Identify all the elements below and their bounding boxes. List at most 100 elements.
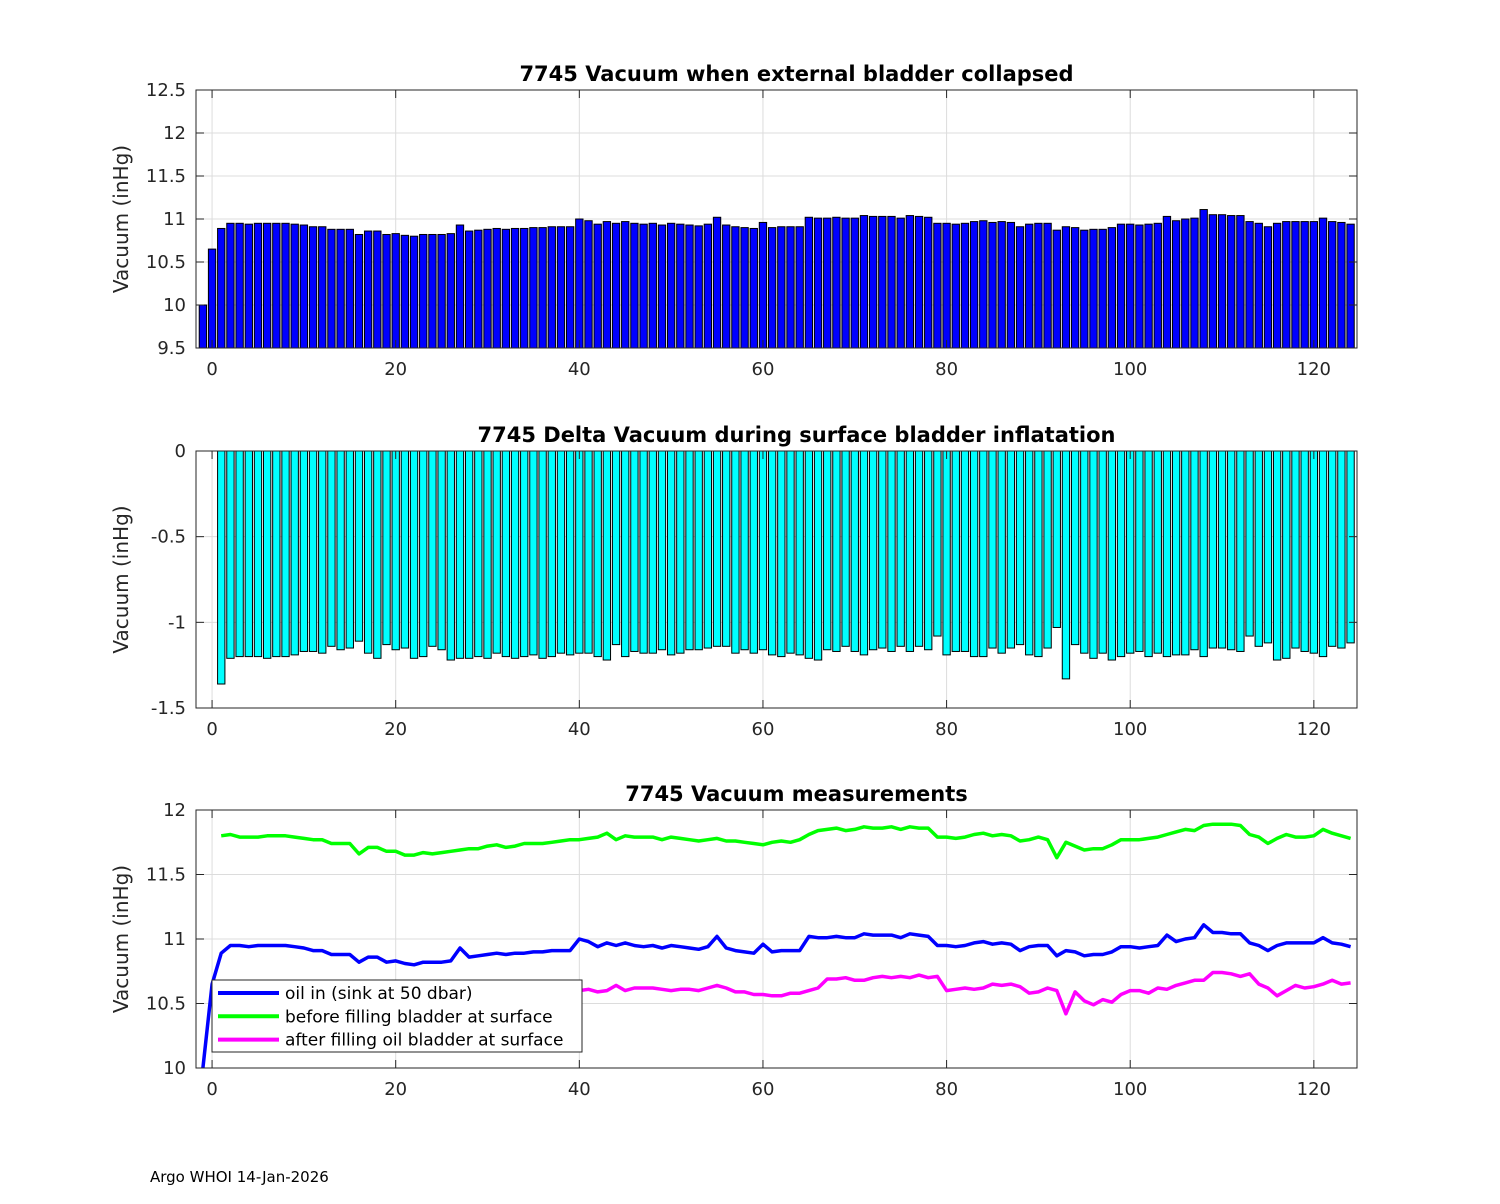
bar — [1245, 451, 1254, 637]
bar — [905, 215, 915, 348]
bar — [253, 222, 263, 348]
bar — [1107, 451, 1117, 661]
bar — [547, 451, 556, 658]
bar — [483, 451, 492, 659]
bar — [1199, 209, 1208, 348]
bar — [712, 451, 722, 647]
bar — [391, 233, 400, 348]
y-tick-label: 11 — [163, 929, 186, 950]
bar — [850, 217, 859, 348]
bar — [529, 451, 538, 656]
bar — [1144, 223, 1153, 348]
bar — [1190, 451, 1199, 651]
bar — [1263, 451, 1273, 644]
bar — [933, 222, 942, 348]
bar — [492, 227, 501, 348]
bar — [694, 451, 703, 651]
bar — [1061, 226, 1071, 348]
x-tick-label: 20 — [384, 1079, 407, 1100]
bar — [703, 223, 713, 348]
bar — [1300, 221, 1309, 348]
bar — [1126, 223, 1135, 348]
bar — [565, 451, 575, 656]
bar — [850, 451, 859, 652]
chart-vacuum-collapsed: 0 20 40 60 80 100 120 9.5 10 10.5 11 11.5 12 12.5 7745… — [109, 62, 1358, 380]
x-tick-label: 100 — [1113, 1079, 1147, 1100]
bar — [1236, 215, 1245, 348]
bar — [1006, 221, 1016, 348]
bar — [1272, 222, 1282, 348]
bar — [318, 451, 327, 654]
x-tick-label: 40 — [568, 719, 591, 740]
bar — [823, 217, 832, 348]
y-tick-label: 12 — [163, 800, 186, 821]
x-tick-label: 120 — [1297, 719, 1331, 740]
bar — [621, 451, 630, 658]
bar — [1208, 214, 1218, 348]
chart-title: 7745 Delta Vacuum during surface bladder… — [478, 423, 1116, 447]
y-tick-label: 10.5 — [146, 994, 186, 1015]
bar — [740, 451, 749, 651]
bar — [253, 451, 263, 658]
bar — [832, 451, 841, 652]
bar — [657, 451, 667, 651]
bar — [464, 230, 474, 348]
bar — [428, 451, 437, 647]
bar — [841, 451, 850, 647]
bar — [795, 451, 804, 656]
y-tick-label: 10 — [163, 1058, 186, 1079]
bar — [474, 229, 483, 348]
bar — [464, 451, 474, 659]
y-tick-label: 11.5 — [146, 166, 186, 187]
bar — [602, 451, 612, 661]
bar — [244, 451, 253, 658]
bar — [823, 451, 832, 651]
bar — [859, 215, 869, 348]
bar — [382, 451, 391, 646]
bar — [1309, 221, 1319, 348]
bar — [363, 230, 373, 348]
bar — [1107, 227, 1117, 348]
bar — [510, 227, 520, 348]
bar — [942, 451, 951, 656]
bar — [924, 216, 933, 348]
bar — [584, 451, 593, 654]
bar — [1116, 223, 1126, 348]
bar — [997, 221, 1006, 348]
bar — [593, 451, 602, 658]
bar — [841, 217, 850, 348]
bar — [391, 451, 400, 651]
bar — [1043, 222, 1052, 348]
bar — [1309, 451, 1319, 654]
bar — [336, 451, 345, 651]
bar — [1227, 215, 1236, 348]
bar — [657, 224, 667, 348]
bar — [1171, 220, 1181, 348]
bar — [556, 451, 566, 654]
x-tick-label: 100 — [1113, 719, 1147, 740]
bar — [924, 451, 933, 651]
bar — [556, 226, 566, 348]
x-tick-label: 120 — [1297, 1079, 1331, 1100]
bar — [501, 228, 511, 348]
bar — [611, 451, 621, 646]
bar — [520, 451, 529, 658]
bar — [235, 222, 244, 348]
bar — [997, 451, 1006, 654]
bar — [676, 223, 685, 348]
bar — [529, 227, 538, 348]
bar — [262, 222, 272, 348]
bar — [1181, 451, 1190, 656]
x-tick-label: 80 — [935, 359, 958, 380]
bar — [648, 451, 657, 654]
bar — [1080, 229, 1089, 348]
bar — [1052, 451, 1061, 628]
bar — [419, 451, 428, 658]
bar — [1089, 228, 1098, 348]
bar — [740, 227, 749, 348]
bar — [1318, 451, 1328, 658]
y-tick-label: 11 — [163, 209, 186, 230]
bar — [1135, 224, 1144, 348]
